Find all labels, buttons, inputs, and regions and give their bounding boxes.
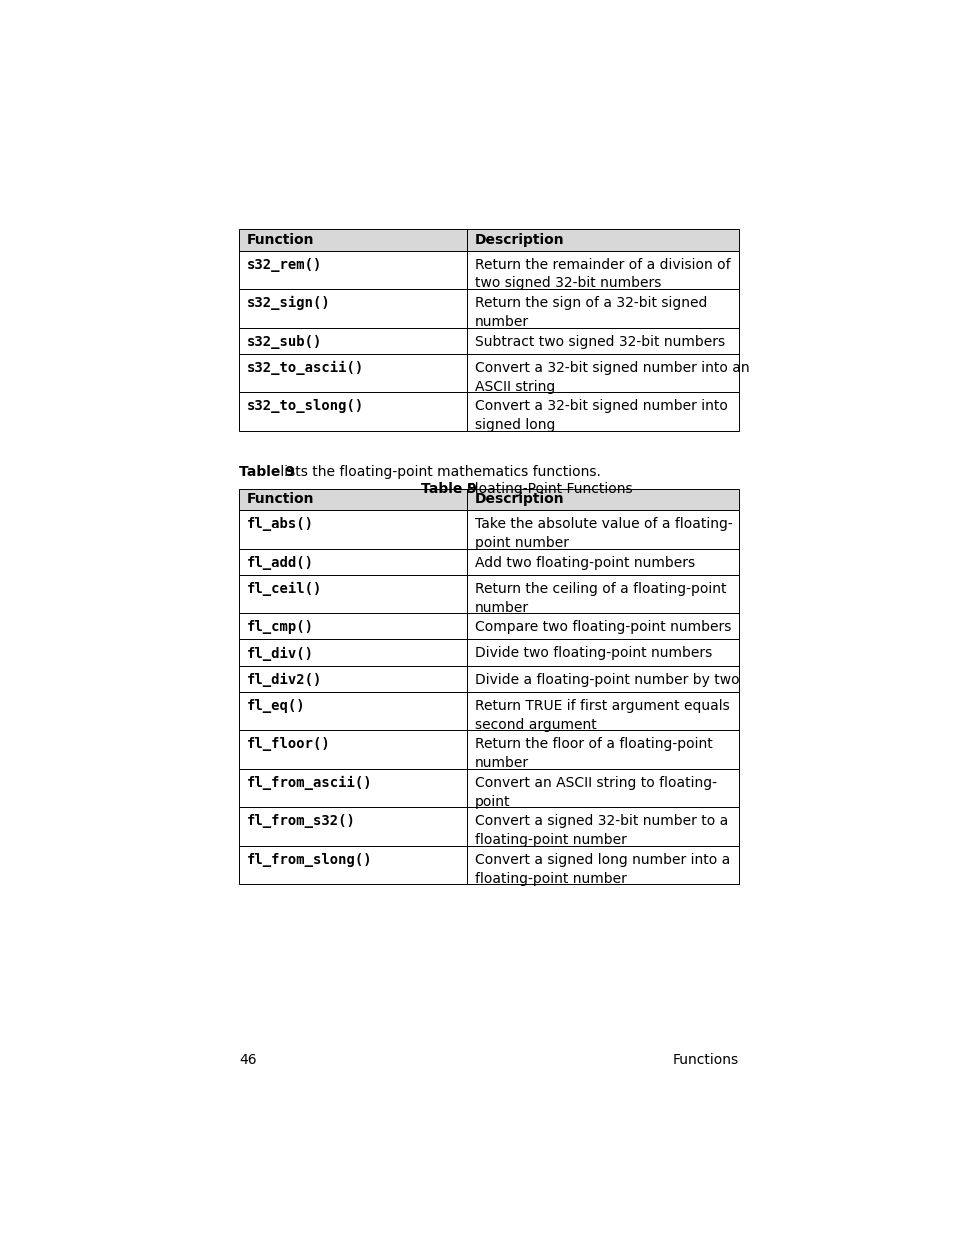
Bar xyxy=(239,489,466,510)
Text: Compare two floating-point numbers: Compare two floating-point numbers xyxy=(474,620,730,635)
Text: fl_from_s32(): fl_from_s32() xyxy=(247,814,355,829)
Text: fl_ceil(): fl_ceil() xyxy=(247,582,322,595)
Text: fl_from_ascii(): fl_from_ascii() xyxy=(247,776,373,790)
Bar xyxy=(239,510,466,548)
Text: Return the sign of a 32-bit signed
number: Return the sign of a 32-bit signed numbe… xyxy=(474,296,706,329)
Bar xyxy=(466,692,739,730)
Bar xyxy=(466,510,739,548)
Text: 46: 46 xyxy=(239,1052,256,1067)
Bar xyxy=(466,614,739,640)
Bar xyxy=(239,393,466,431)
Text: Convert a signed long number into a
floating-point number: Convert a signed long number into a floa… xyxy=(474,852,729,885)
Text: s32_sub(): s32_sub() xyxy=(247,335,322,348)
Bar xyxy=(466,730,739,769)
Text: fl_floor(): fl_floor() xyxy=(247,737,331,751)
Bar xyxy=(466,251,739,289)
Bar xyxy=(466,489,739,510)
Bar xyxy=(239,846,466,884)
Text: lists the floating-point mathematics functions.: lists the floating-point mathematics fun… xyxy=(275,466,600,479)
Text: Table 9: Table 9 xyxy=(421,483,476,496)
Text: Table 9: Table 9 xyxy=(239,466,294,479)
Bar xyxy=(239,692,466,730)
Text: Convert a 32-bit signed number into an
ASCII string: Convert a 32-bit signed number into an A… xyxy=(474,361,748,394)
Bar xyxy=(466,548,739,574)
Text: Functions: Functions xyxy=(673,1052,739,1067)
Text: Take the absolute value of a floating-
point number: Take the absolute value of a floating- p… xyxy=(474,517,732,550)
Text: s32_rem(): s32_rem() xyxy=(247,258,322,272)
Bar xyxy=(466,846,739,884)
Bar xyxy=(239,769,466,808)
Text: Description: Description xyxy=(474,233,563,247)
Text: fl_eq(): fl_eq() xyxy=(247,699,305,713)
Text: Divide a floating-point number by two: Divide a floating-point number by two xyxy=(474,673,739,687)
Bar xyxy=(239,251,466,289)
Bar xyxy=(466,393,739,431)
Text: s32_to_slong(): s32_to_slong() xyxy=(247,399,364,414)
Text: s32_sign(): s32_sign() xyxy=(247,296,331,310)
Bar xyxy=(466,353,739,393)
Text: Add two floating-point numbers: Add two floating-point numbers xyxy=(474,556,694,569)
Text: Convert a 32-bit signed number into
signed long: Convert a 32-bit signed number into sign… xyxy=(474,399,727,432)
Text: Return TRUE if first argument equals
second argument: Return TRUE if first argument equals sec… xyxy=(474,699,728,731)
Text: Function: Function xyxy=(247,233,314,247)
Bar xyxy=(466,228,739,251)
Bar xyxy=(239,574,466,614)
Text: fl_cmp(): fl_cmp() xyxy=(247,620,314,635)
Bar xyxy=(239,730,466,769)
Bar xyxy=(239,289,466,327)
Text: Return the floor of a floating-point
number: Return the floor of a floating-point num… xyxy=(474,737,712,771)
Text: Subtract two signed 32-bit numbers: Subtract two signed 32-bit numbers xyxy=(474,335,724,348)
Text: s32_to_ascii(): s32_to_ascii() xyxy=(247,361,364,375)
Bar xyxy=(466,769,739,808)
Text: Return the ceiling of a floating-point
number: Return the ceiling of a floating-point n… xyxy=(474,582,725,615)
Bar xyxy=(466,640,739,666)
Bar xyxy=(466,327,739,353)
Bar xyxy=(239,808,466,846)
Text: fl_abs(): fl_abs() xyxy=(247,517,314,531)
Bar xyxy=(466,808,739,846)
Text: fl_div2(): fl_div2() xyxy=(247,673,322,687)
Bar xyxy=(239,327,466,353)
Text: Function: Function xyxy=(247,493,314,506)
Text: Description: Description xyxy=(474,493,563,506)
Text: fl_from_slong(): fl_from_slong() xyxy=(247,852,373,867)
Text: Return the remainder of a division of
two signed 32-bit numbers: Return the remainder of a division of tw… xyxy=(474,258,729,290)
Bar xyxy=(466,574,739,614)
Bar xyxy=(239,353,466,393)
Text: . Floating-Point Functions: . Floating-Point Functions xyxy=(457,483,632,496)
Bar xyxy=(466,289,739,327)
Bar xyxy=(239,614,466,640)
Bar xyxy=(239,640,466,666)
Text: fl_div(): fl_div() xyxy=(247,646,314,661)
Text: Convert a signed 32-bit number to a
floating-point number: Convert a signed 32-bit number to a floa… xyxy=(474,814,727,847)
Text: Divide two floating-point numbers: Divide two floating-point numbers xyxy=(474,646,711,661)
Bar xyxy=(466,666,739,692)
Bar xyxy=(239,548,466,574)
Text: Convert an ASCII string to floating-
point: Convert an ASCII string to floating- poi… xyxy=(474,776,716,809)
Bar xyxy=(239,666,466,692)
Bar xyxy=(239,228,466,251)
Text: fl_add(): fl_add() xyxy=(247,556,314,569)
